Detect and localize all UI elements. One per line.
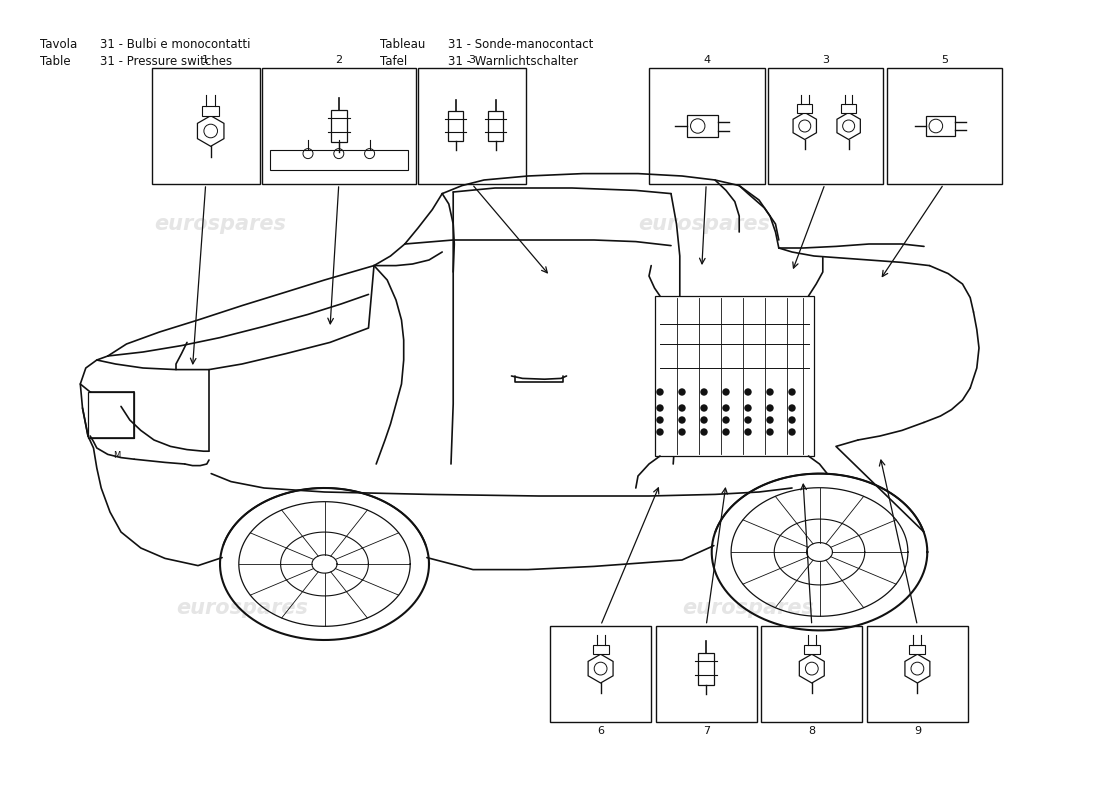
Text: 31 - Pressure switches: 31 - Pressure switches bbox=[100, 55, 232, 68]
Text: 3: 3 bbox=[469, 54, 475, 65]
Bar bbox=[202, 106, 219, 116]
Polygon shape bbox=[905, 654, 930, 683]
Bar bbox=[448, 111, 463, 141]
Text: eurospares: eurospares bbox=[176, 598, 308, 618]
Text: 1: 1 bbox=[202, 54, 209, 65]
Polygon shape bbox=[197, 116, 224, 146]
Bar bbox=[656, 626, 757, 722]
Bar bbox=[686, 115, 718, 137]
Circle shape bbox=[767, 429, 773, 435]
Circle shape bbox=[767, 389, 773, 395]
Circle shape bbox=[789, 429, 795, 435]
Text: 6: 6 bbox=[597, 726, 604, 736]
Circle shape bbox=[789, 389, 795, 395]
Text: 9: 9 bbox=[914, 726, 921, 736]
Bar bbox=[270, 150, 408, 170]
Text: M: M bbox=[113, 451, 120, 461]
Polygon shape bbox=[588, 654, 613, 683]
Circle shape bbox=[657, 429, 663, 435]
Circle shape bbox=[745, 405, 751, 411]
Circle shape bbox=[657, 405, 663, 411]
Circle shape bbox=[723, 417, 729, 423]
Circle shape bbox=[679, 405, 685, 411]
Polygon shape bbox=[800, 654, 824, 683]
Bar bbox=[698, 653, 714, 685]
Circle shape bbox=[745, 417, 751, 423]
Text: 31 - Warnlichtschalter: 31 - Warnlichtschalter bbox=[448, 55, 579, 68]
Text: 5: 5 bbox=[940, 54, 948, 65]
Circle shape bbox=[723, 405, 729, 411]
Bar bbox=[887, 68, 1002, 184]
Circle shape bbox=[767, 405, 773, 411]
Bar bbox=[842, 103, 856, 113]
Text: Table: Table bbox=[40, 55, 70, 68]
Circle shape bbox=[767, 417, 773, 423]
Circle shape bbox=[657, 417, 663, 423]
Circle shape bbox=[701, 405, 707, 411]
Text: eurospares: eurospares bbox=[154, 214, 286, 234]
Text: 8: 8 bbox=[808, 726, 815, 736]
Text: 31 - Bulbi e monocontatti: 31 - Bulbi e monocontatti bbox=[100, 38, 251, 51]
Circle shape bbox=[723, 429, 729, 435]
Circle shape bbox=[679, 417, 685, 423]
Circle shape bbox=[701, 389, 707, 395]
Circle shape bbox=[701, 417, 707, 423]
Bar bbox=[798, 103, 812, 113]
Bar bbox=[152, 68, 260, 184]
Circle shape bbox=[679, 429, 685, 435]
Bar bbox=[649, 68, 764, 184]
Bar bbox=[761, 626, 862, 722]
Bar bbox=[926, 116, 956, 136]
Text: eurospares: eurospares bbox=[638, 214, 770, 234]
Bar bbox=[331, 110, 346, 142]
Bar bbox=[804, 645, 820, 654]
Circle shape bbox=[745, 389, 751, 395]
Text: Tafel: Tafel bbox=[379, 55, 407, 68]
Circle shape bbox=[723, 389, 729, 395]
Circle shape bbox=[789, 417, 795, 423]
Bar bbox=[910, 645, 925, 654]
Bar bbox=[867, 626, 968, 722]
Bar bbox=[418, 68, 526, 184]
Text: 7: 7 bbox=[703, 726, 710, 736]
Circle shape bbox=[745, 429, 751, 435]
Text: 4: 4 bbox=[703, 54, 711, 65]
Circle shape bbox=[679, 389, 685, 395]
Polygon shape bbox=[837, 113, 860, 139]
Bar bbox=[488, 111, 503, 141]
Bar bbox=[768, 68, 883, 184]
Text: 31 - Sonde-manocontact: 31 - Sonde-manocontact bbox=[448, 38, 593, 51]
Text: Tavola: Tavola bbox=[40, 38, 77, 51]
Text: 2: 2 bbox=[336, 54, 342, 65]
Bar bbox=[654, 296, 814, 456]
Bar bbox=[88, 392, 134, 438]
Text: 3: 3 bbox=[822, 54, 829, 65]
Circle shape bbox=[701, 429, 707, 435]
Text: Tableau: Tableau bbox=[379, 38, 426, 51]
Circle shape bbox=[789, 405, 795, 411]
Bar bbox=[593, 645, 608, 654]
Bar bbox=[550, 626, 651, 722]
Text: eurospares: eurospares bbox=[682, 598, 814, 618]
Polygon shape bbox=[793, 113, 816, 139]
Circle shape bbox=[657, 389, 663, 395]
Bar bbox=[262, 68, 416, 184]
